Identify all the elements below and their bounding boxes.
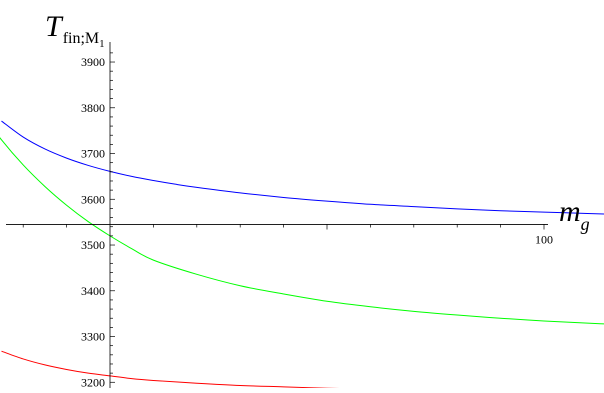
- x-axis-label-subscript: g: [581, 214, 590, 234]
- y-axis-label: Tfin;M1: [45, 10, 105, 50]
- x-axis-label: mg: [559, 195, 590, 234]
- y-tick-label: 3600: [81, 192, 105, 206]
- y-tick-label: 3900: [81, 55, 105, 69]
- y-tick-label: 3500: [81, 238, 105, 252]
- y-axis-label-subscript: fin;M: [63, 30, 99, 47]
- y-tick-label: 3800: [81, 101, 105, 115]
- y-tick-label: 3700: [81, 147, 105, 161]
- y-tick-label: 3300: [81, 330, 105, 344]
- ticks-layer: 3200330034003500360037003800390010015020…: [0, 53, 604, 388]
- y-axis-label-subsubscript: 1: [99, 38, 105, 50]
- y-axis-label-main: T: [45, 10, 64, 43]
- y-tick-label: 3200: [81, 375, 105, 388]
- x-tick-label: 100: [535, 232, 553, 246]
- y-tick-label: 3400: [81, 284, 105, 298]
- x-axis-label-main: m: [559, 195, 581, 228]
